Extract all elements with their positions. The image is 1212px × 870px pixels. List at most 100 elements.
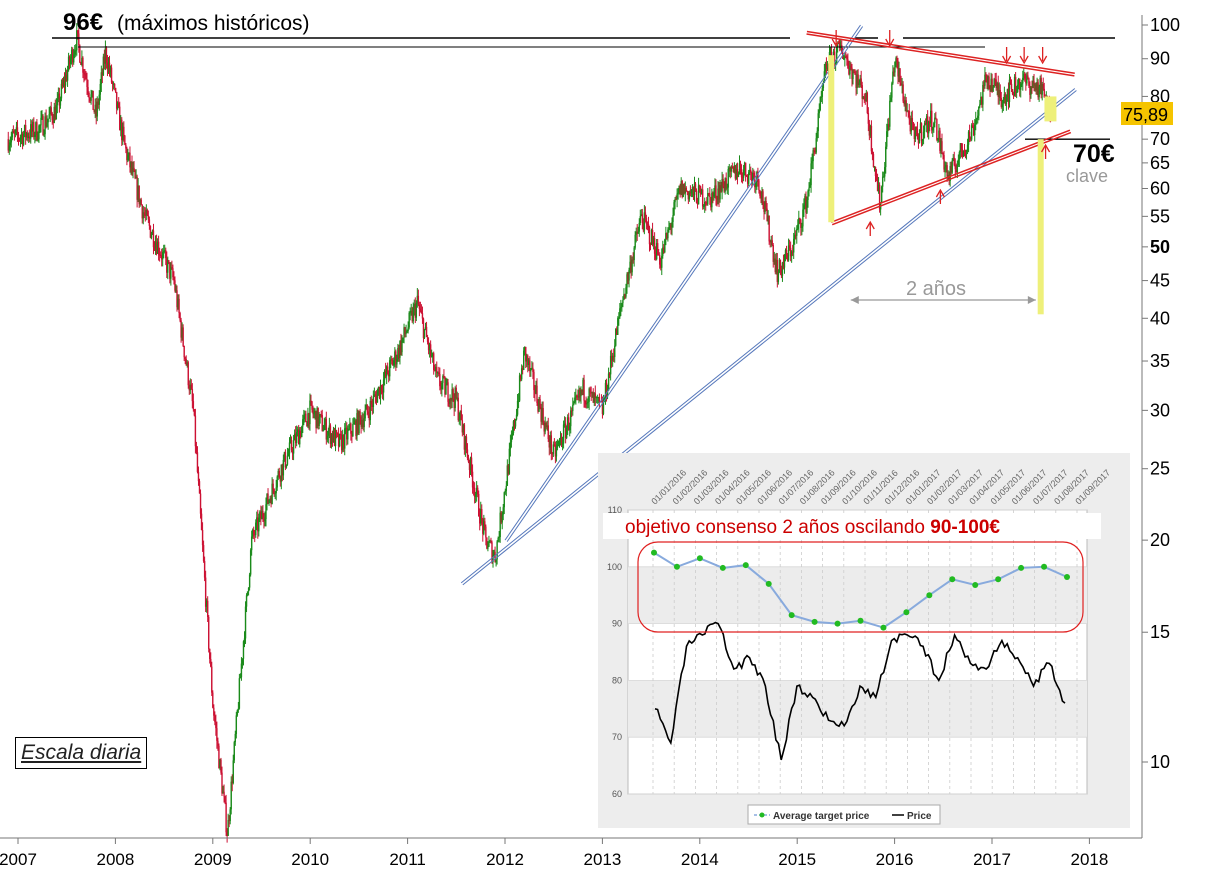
candle-body bbox=[619, 308, 621, 318]
candle-body bbox=[735, 168, 738, 179]
x-tick-label: 2017 bbox=[973, 850, 1011, 869]
candle-body bbox=[612, 355, 615, 358]
candle-body bbox=[1002, 99, 1005, 104]
candle-body bbox=[29, 136, 31, 139]
candle-body bbox=[760, 195, 762, 199]
candle-body bbox=[36, 122, 38, 140]
candle-body bbox=[43, 134, 45, 136]
candle-body bbox=[740, 169, 743, 178]
candle-body bbox=[15, 127, 18, 131]
candle-body bbox=[398, 347, 400, 358]
highlight-last-price bbox=[1044, 96, 1057, 122]
candle-body bbox=[437, 372, 439, 374]
candle-body bbox=[445, 384, 447, 395]
candle-body bbox=[804, 196, 806, 206]
candle-body bbox=[546, 425, 548, 428]
candle-body bbox=[362, 419, 364, 428]
candle-body bbox=[924, 123, 927, 125]
candle-body bbox=[615, 328, 617, 346]
candle-body bbox=[164, 250, 166, 252]
candle-body bbox=[53, 106, 55, 123]
candle-body bbox=[250, 536, 253, 551]
candle-body bbox=[63, 80, 66, 86]
candle-body bbox=[491, 542, 493, 562]
candle-body bbox=[39, 125, 41, 127]
candle-body bbox=[1042, 84, 1044, 89]
candle-body bbox=[64, 74, 67, 86]
candle-body bbox=[947, 175, 949, 177]
candle-body bbox=[191, 388, 194, 402]
candle-body bbox=[211, 666, 213, 693]
candle-body bbox=[949, 165, 951, 182]
candle-body bbox=[106, 62, 109, 70]
candle-body bbox=[558, 439, 561, 442]
candle-body bbox=[97, 101, 99, 105]
candle-body bbox=[620, 306, 622, 309]
candle-body bbox=[614, 345, 616, 358]
candle-body bbox=[423, 328, 426, 338]
ath-value: 96€ bbox=[63, 9, 103, 36]
candle-body bbox=[895, 58, 897, 62]
candle-body bbox=[506, 465, 509, 486]
candle-body bbox=[528, 360, 530, 366]
inset-target-point bbox=[834, 620, 841, 627]
candle-body bbox=[141, 204, 143, 219]
candle-body bbox=[375, 396, 378, 403]
candle-body bbox=[644, 212, 647, 219]
inset-legend bbox=[747, 804, 941, 825]
candle-body bbox=[579, 389, 581, 397]
candle-body bbox=[819, 97, 821, 111]
candle-body bbox=[1032, 81, 1034, 88]
candle-body bbox=[699, 186, 702, 195]
candle-body bbox=[659, 255, 661, 265]
candle-body bbox=[780, 268, 783, 276]
candle-body bbox=[661, 255, 663, 268]
candle-body bbox=[846, 56, 848, 60]
candle-body bbox=[746, 176, 749, 184]
candle-body bbox=[47, 118, 49, 123]
candle-body bbox=[649, 244, 652, 246]
candle-body bbox=[906, 110, 908, 112]
candle-body bbox=[284, 452, 287, 468]
candle-body bbox=[894, 61, 896, 73]
candle-body bbox=[681, 181, 683, 198]
candle-body bbox=[730, 166, 733, 172]
candle-body bbox=[60, 83, 63, 99]
inset-price-line bbox=[654, 621, 1066, 761]
candle-body bbox=[202, 545, 205, 562]
inset-target-point bbox=[972, 581, 979, 588]
candle-body bbox=[395, 351, 397, 365]
candle-body bbox=[901, 84, 903, 86]
candle-body bbox=[959, 143, 962, 153]
candle-body bbox=[637, 231, 639, 234]
candle-body bbox=[184, 357, 186, 359]
candle-body bbox=[602, 401, 605, 414]
y-tick-label: 100 bbox=[1150, 15, 1180, 35]
candle-body bbox=[243, 638, 246, 642]
candle-body bbox=[530, 368, 532, 372]
candle-body bbox=[803, 205, 805, 210]
candle-body bbox=[1041, 84, 1043, 95]
candle-body bbox=[380, 385, 383, 392]
candle-body bbox=[547, 425, 549, 440]
candle-body bbox=[330, 433, 333, 444]
candle-body bbox=[475, 487, 478, 495]
candle-body bbox=[507, 465, 510, 474]
candle-body bbox=[256, 517, 258, 523]
candle-body bbox=[996, 83, 998, 89]
candle-body bbox=[566, 417, 569, 428]
candle-body bbox=[386, 366, 389, 375]
candle-body bbox=[223, 791, 225, 797]
candle-body bbox=[518, 375, 521, 401]
candle-body bbox=[440, 386, 442, 390]
candle-body bbox=[724, 178, 726, 192]
candle-body bbox=[863, 96, 865, 100]
candle-body bbox=[86, 79, 88, 88]
candle-body bbox=[625, 287, 627, 297]
candle-body bbox=[159, 254, 162, 256]
inset-target-point bbox=[811, 618, 818, 625]
candle-body bbox=[314, 410, 316, 413]
candle-body bbox=[383, 370, 386, 380]
candle-body bbox=[993, 79, 995, 88]
candle-body bbox=[147, 215, 150, 220]
